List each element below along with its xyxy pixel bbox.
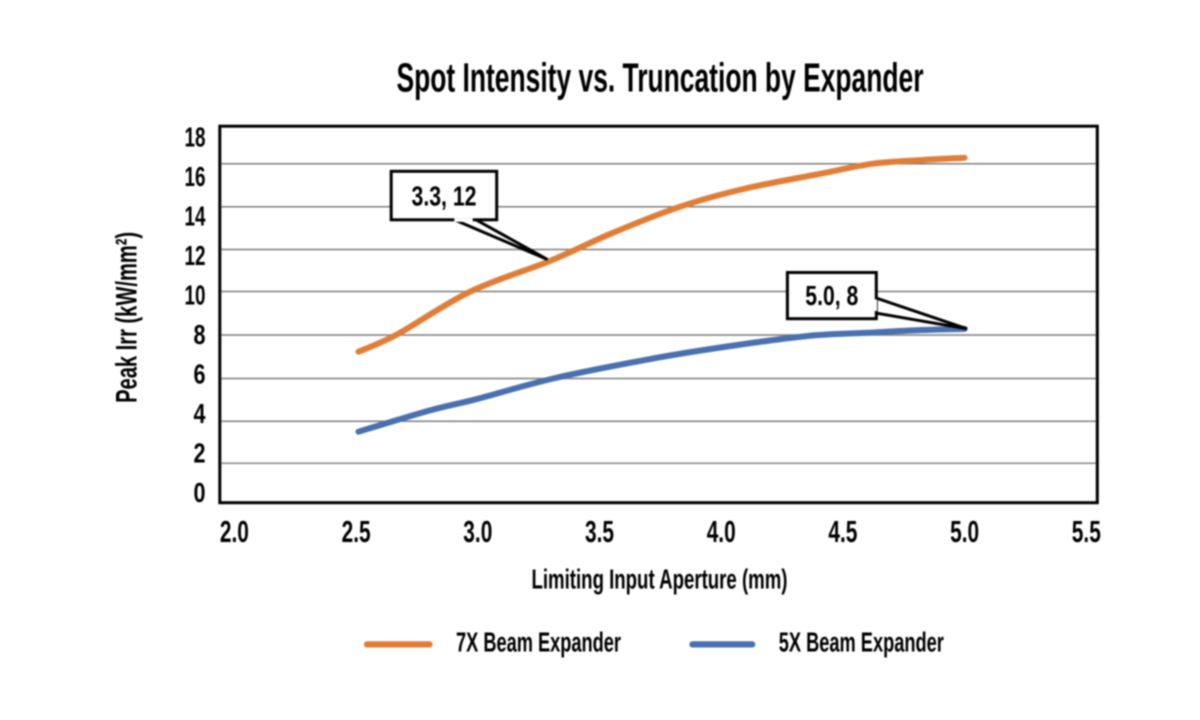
svg-text:3.0: 3.0 [463, 515, 492, 549]
svg-text:18: 18 [185, 122, 206, 153]
svg-text:3.3, 12: 3.3, 12 [412, 180, 477, 211]
svg-text:0: 0 [194, 477, 206, 508]
svg-text:Peak Irr (kW/mm²): Peak Irr (kW/mm²) [111, 232, 144, 403]
svg-text:5X Beam Expander: 5X Beam Expander [779, 627, 944, 658]
svg-text:4.0: 4.0 [707, 515, 736, 549]
svg-text:5.0: 5.0 [950, 515, 979, 549]
svg-text:2.0: 2.0 [220, 515, 249, 549]
svg-text:5.0, 8: 5.0, 8 [805, 280, 858, 311]
svg-text:2.5: 2.5 [342, 515, 371, 549]
svg-text:4.5: 4.5 [828, 515, 857, 549]
svg-text:10: 10 [185, 280, 206, 311]
svg-text:6: 6 [194, 358, 206, 389]
svg-text:4: 4 [194, 398, 207, 429]
svg-text:8: 8 [194, 319, 206, 350]
svg-text:14: 14 [185, 201, 206, 232]
svg-text:2: 2 [194, 437, 206, 468]
svg-text:3.5: 3.5 [585, 515, 614, 549]
svg-text:5.5: 5.5 [1072, 515, 1101, 549]
svg-text:7X Beam Expander: 7X Beam Expander [456, 627, 621, 658]
svg-text:Spot Intensity vs. Truncation: Spot Intensity vs. Truncation by Expande… [397, 55, 924, 101]
svg-text:12: 12 [185, 240, 206, 271]
svg-text:Limiting Input Aperture (mm): Limiting Input Aperture (mm) [532, 564, 788, 595]
svg-text:16: 16 [185, 161, 206, 192]
